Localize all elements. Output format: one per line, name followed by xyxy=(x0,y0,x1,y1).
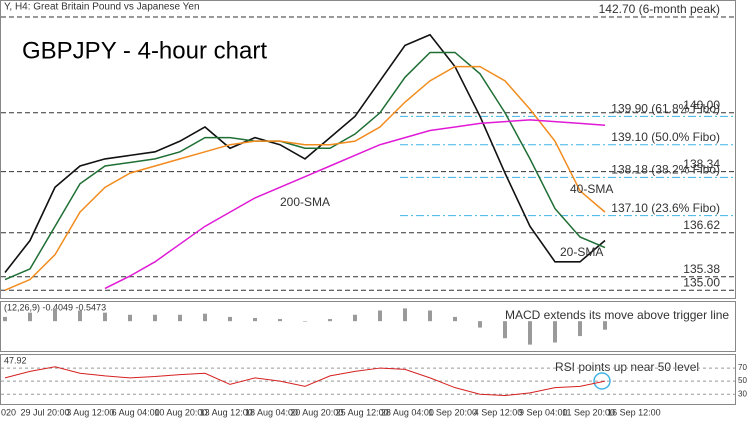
x-tick-label: 13 Aug 12:00 xyxy=(200,407,253,417)
chart-title: GBPJPY - 4-hour chart xyxy=(22,37,267,64)
x-tick-label: 9 Sep 04:00 xyxy=(519,407,568,417)
x-tick-label: 1 Sep 20:00 xyxy=(428,407,477,417)
x-tick-label: 3 Aug 12:00 xyxy=(66,407,114,417)
macd-bar xyxy=(178,314,182,322)
chart-header: Y, H4: Great Britain Pound vs Japanese Y… xyxy=(4,2,200,13)
macd-bar xyxy=(353,314,357,322)
rsi-tick-label: 50 xyxy=(738,376,747,385)
level-label: 139.90 (61.8% Fibo) xyxy=(611,101,720,115)
x-tick-label: 4 Sep 12:00 xyxy=(474,407,523,417)
macd-bar xyxy=(203,313,207,322)
x-tick-label: 18 Aug 04:00 xyxy=(245,407,298,417)
rsi-header: 47.92 xyxy=(4,355,27,365)
macd-bar xyxy=(453,316,457,322)
rsi-panel xyxy=(0,354,736,405)
macd-bar xyxy=(153,314,157,322)
level-label: 142.70 (6-month peak) xyxy=(599,2,720,16)
sma-line xyxy=(4,65,606,291)
macd-bar xyxy=(478,321,482,328)
sma-label: 200-SMA xyxy=(280,195,330,209)
macd-bar xyxy=(128,314,132,322)
macd-bar xyxy=(428,310,432,322)
macd-bar xyxy=(78,310,82,322)
x-tick-label: 25 Aug 12:00 xyxy=(336,407,389,417)
x-tick-label: 020 xyxy=(1,407,16,417)
rsi-tick-label: 30 xyxy=(738,389,747,398)
macd-bar xyxy=(278,319,282,322)
macd-panel xyxy=(0,301,736,352)
macd-bar xyxy=(103,312,107,322)
x-tick-label: 20 Aug 20:00 xyxy=(290,407,343,417)
price-line xyxy=(4,33,606,273)
x-tick-label: 28 Aug 04:00 xyxy=(381,407,434,417)
main-panel xyxy=(0,0,736,299)
level-label: 140.00 xyxy=(683,98,720,112)
macd-bar xyxy=(328,319,332,322)
macd-bar xyxy=(28,312,32,322)
rsi-line xyxy=(4,366,606,397)
x-tick-label: 16 Sep 12:00 xyxy=(607,407,661,417)
macd-bar xyxy=(503,321,507,339)
sma-line xyxy=(104,119,606,290)
macd-bar xyxy=(3,316,7,322)
macd-bar xyxy=(578,321,582,337)
x-tick-label: 6 Aug 04:00 xyxy=(112,407,160,417)
x-tick-label: 10 Aug 20:00 xyxy=(154,407,207,417)
sma-label: 40-SMA xyxy=(570,182,613,196)
macd-bar xyxy=(378,310,382,322)
macd-bar xyxy=(228,316,232,322)
macd-header: (12,26,9) -0.4049 -0.5473 xyxy=(4,302,106,312)
x-tick-label: 29 Jul 20:00 xyxy=(20,407,69,417)
macd-bar xyxy=(603,321,607,330)
level-label: 136.62 xyxy=(683,218,720,232)
macd-bar xyxy=(528,321,532,345)
level-label: 135.38 xyxy=(683,262,720,276)
level-label: 139.10 (50.0% Fibo) xyxy=(611,130,720,144)
sma-label: 20-SMA xyxy=(560,245,603,259)
macd-bar xyxy=(553,321,557,343)
sma-line xyxy=(4,51,606,281)
macd-annotation: MACD extends its move above trigger line xyxy=(505,308,729,322)
level-label: 135.00 xyxy=(683,275,720,289)
macd-bar xyxy=(253,317,257,322)
macd-bar xyxy=(53,308,57,322)
macd-bar xyxy=(403,308,407,322)
level-label: 138.34 xyxy=(683,157,720,171)
level-label: 138.18 (38.2% Fibo) xyxy=(611,163,720,177)
rsi-tick-label: 70 xyxy=(738,363,747,372)
macd-bar xyxy=(303,321,307,322)
rsi-annotation: RSI points up near 50 level xyxy=(555,360,699,374)
level-label: 137.10 (23.6% Fibo) xyxy=(611,201,720,215)
x-tick-label: 11 Sep 20:00 xyxy=(562,407,615,417)
